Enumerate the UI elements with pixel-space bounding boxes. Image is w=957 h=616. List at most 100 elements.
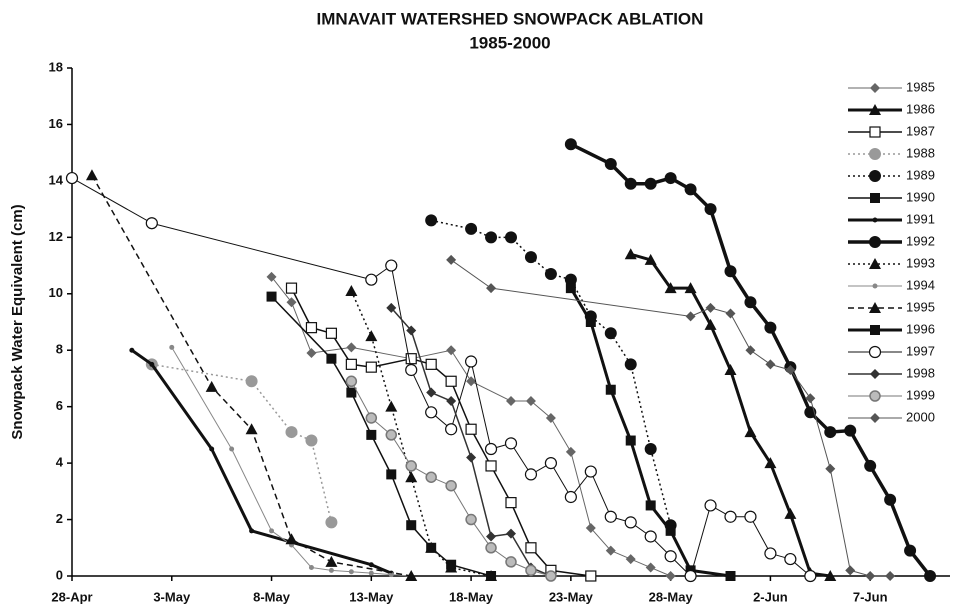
marker [924,570,937,582]
marker [885,571,896,581]
marker [664,550,677,563]
marker [625,435,636,446]
marker [145,217,158,230]
marker [505,231,517,244]
legend-marker [869,170,881,182]
marker [325,555,338,567]
marker [744,510,757,523]
marker [486,283,497,294]
legend-marker [869,258,881,269]
marker [426,387,437,398]
marker [486,531,497,542]
marker [764,321,777,334]
marker [505,497,517,509]
marker [405,570,418,581]
legend-label: 1995 [906,299,935,314]
marker [385,400,398,412]
marker [205,380,218,392]
marker [824,570,837,581]
y-tick-label: 16 [49,116,63,131]
marker [585,570,597,582]
marker [684,183,697,196]
legend-marker [869,148,881,160]
marker [565,446,576,457]
legend-label: 1991 [906,211,935,226]
marker [525,396,536,407]
marker [625,554,636,565]
series-line [71,177,811,577]
series [65,171,817,583]
legend-label: 1986 [906,101,935,116]
series [624,248,837,581]
chart-title: IMNAVAIT WATERSHED SNOWPACK ABLATION [317,9,704,28]
legend-marker [869,126,881,138]
marker [169,344,175,350]
legend-label: 1998 [906,365,935,380]
marker [624,177,637,190]
marker [665,571,676,581]
legend-marker [872,217,878,223]
legend-marker [872,283,878,289]
chart-subtitle: 1985-2000 [469,33,550,52]
legend-label: 1997 [906,343,935,358]
marker [425,406,438,419]
series [345,284,498,581]
marker [209,446,215,452]
marker [864,459,877,472]
legend-label: 1990 [906,189,935,204]
marker [405,460,417,472]
marker [325,516,338,529]
legend-label: 1987 [906,123,935,138]
marker [764,547,777,560]
marker [524,251,537,264]
marker [845,565,856,576]
marker [765,359,776,370]
marker [524,468,538,481]
marker [564,273,577,286]
marker [825,463,836,474]
marker [744,426,757,438]
marker [306,348,317,359]
y-tick-label: 4 [56,455,64,470]
legend-marker [870,369,880,379]
x-tick-label: 23-May [549,589,594,604]
marker [266,291,277,302]
y-tick-label: 0 [56,567,63,582]
marker [584,465,597,478]
marker [725,308,736,319]
marker [784,507,797,519]
legend-label: 1985 [906,79,935,94]
series [425,214,677,532]
marker [465,222,478,235]
series-line [569,287,731,578]
marker [249,528,255,534]
marker [506,396,516,407]
marker [385,429,398,441]
marker [365,273,378,286]
series [345,375,557,582]
series-line [130,348,392,575]
marker [346,342,357,353]
marker [604,510,617,523]
marker [624,358,637,371]
marker [266,271,277,282]
marker [645,562,656,573]
marker [585,523,596,534]
marker [684,282,697,294]
marker [545,570,557,582]
x-tick-label: 28-Apr [51,589,92,604]
marker [884,493,897,506]
marker [724,363,737,375]
marker [824,426,837,439]
marker [425,541,438,553]
legend-marker [870,325,880,335]
x-tick-label: 3-May [153,589,191,604]
marker [245,375,258,388]
y-tick-label: 2 [56,511,63,526]
marker [725,571,736,581]
series [266,271,676,581]
marker [445,375,457,387]
x-tick-label: 2-Jun [753,589,788,604]
marker [365,361,377,373]
